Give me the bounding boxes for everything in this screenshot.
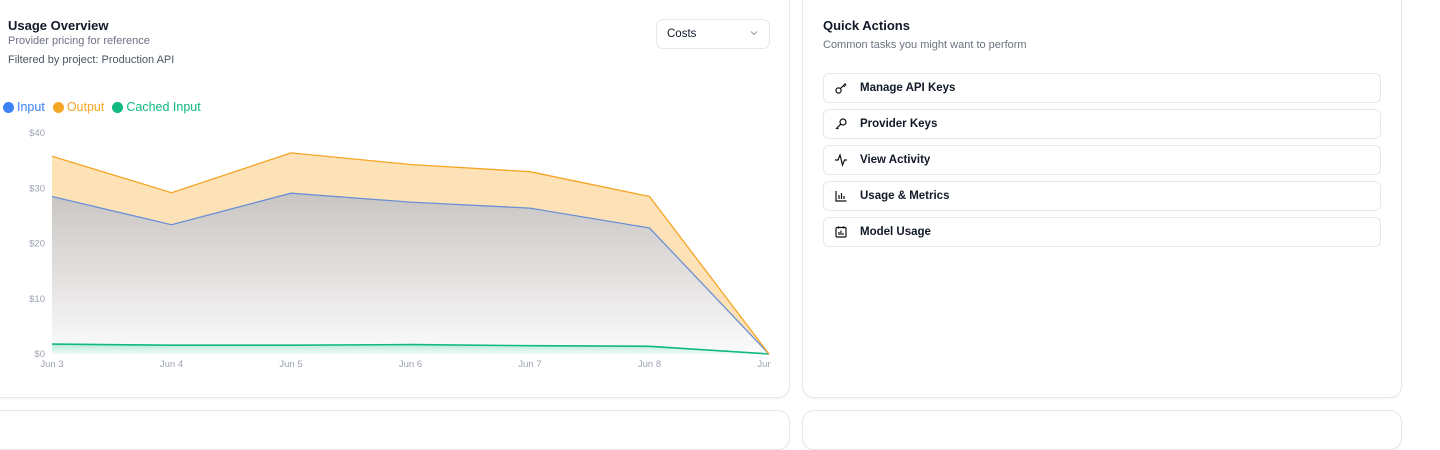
provider-keys-button[interactable]: Provider Keys	[823, 109, 1381, 139]
manage-api-keys-button[interactable]: Manage API Keys	[823, 73, 1381, 103]
usage-metrics-button[interactable]: Usage & Metrics	[823, 181, 1381, 211]
legend-dot-cached-input	[112, 101, 124, 113]
activity-icon	[834, 153, 848, 167]
usage-metrics-label: Usage & Metrics	[860, 190, 950, 202]
model-usage-label: Model Usage	[860, 226, 931, 238]
legend-item-output[interactable]: Output	[52, 100, 105, 114]
usage-overview-subtitle: Provider pricing for reference	[8, 35, 150, 47]
calendar-chart-icon	[834, 225, 848, 239]
legend-label-input: Input	[17, 100, 45, 114]
quick-actions-subtitle: Common tasks you might want to perform	[823, 39, 1027, 51]
x-tick-label: Jun 5	[279, 359, 302, 369]
legend-item-cached-input[interactable]: Cached Input	[112, 100, 201, 114]
legend-dot-output	[52, 101, 64, 113]
bar-chart-icon	[834, 189, 848, 203]
metric-select[interactable]: Costs	[656, 19, 770, 49]
usage-overview-title: Usage Overview	[8, 18, 109, 33]
line-cached-input	[51, 343, 770, 355]
line-input	[51, 192, 770, 355]
manage-api-keys-label: Manage API Keys	[860, 82, 956, 94]
y-tick-label: $0	[34, 349, 45, 360]
y-tick-label: $20	[29, 239, 45, 250]
x-tick-label: Jun 3	[40, 359, 63, 369]
lower-right-card	[802, 410, 1402, 450]
quick-actions-card: Quick Actions Common tasks you might wan…	[802, 0, 1402, 398]
quick-actions-title: Quick Actions	[823, 18, 910, 33]
chart-legend: Input Output Cached Input	[3, 100, 201, 114]
usage-area-chart: $0 $10 $20 $30 $40 Jun 3 Jun 4 Jun 5 Jun 6 Jun 7 J…	[29, 128, 771, 369]
x-tick-label: Jun 7	[518, 359, 541, 369]
provider-keys-label: Provider Keys	[860, 118, 938, 130]
chevron-down-icon	[749, 28, 759, 41]
x-tick-label: Jun 6	[399, 359, 422, 369]
y-tick-label: $10	[29, 294, 45, 305]
view-activity-label: View Activity	[860, 154, 931, 166]
usage-overview-card: Usage Overview Provider pricing for refe…	[0, 0, 790, 398]
legend-item-input[interactable]: Input	[3, 100, 45, 114]
project-filter-text: Filtered by project: Production API	[8, 54, 175, 66]
x-tick-label: Jun 4	[160, 359, 183, 369]
legend-dot-input	[3, 101, 14, 113]
legend-label-cached-input: Cached Input	[126, 100, 201, 114]
lower-left-card	[0, 410, 790, 450]
model-usage-button[interactable]: Model Usage	[823, 217, 1381, 247]
line-output	[51, 152, 770, 355]
legend-label-output: Output	[66, 100, 105, 114]
y-tick-label: $40	[29, 128, 45, 139]
x-tick-label: Jun 8	[638, 359, 661, 369]
metric-select-value: Costs	[667, 28, 697, 40]
key-round-icon	[834, 117, 848, 131]
y-tick-label: $30	[29, 183, 45, 194]
x-tick-label: Jun 9	[757, 359, 771, 369]
area-output	[52, 152, 769, 354]
view-activity-button[interactable]: View Activity	[823, 145, 1381, 175]
area-input	[52, 193, 769, 354]
key-icon	[834, 81, 848, 95]
